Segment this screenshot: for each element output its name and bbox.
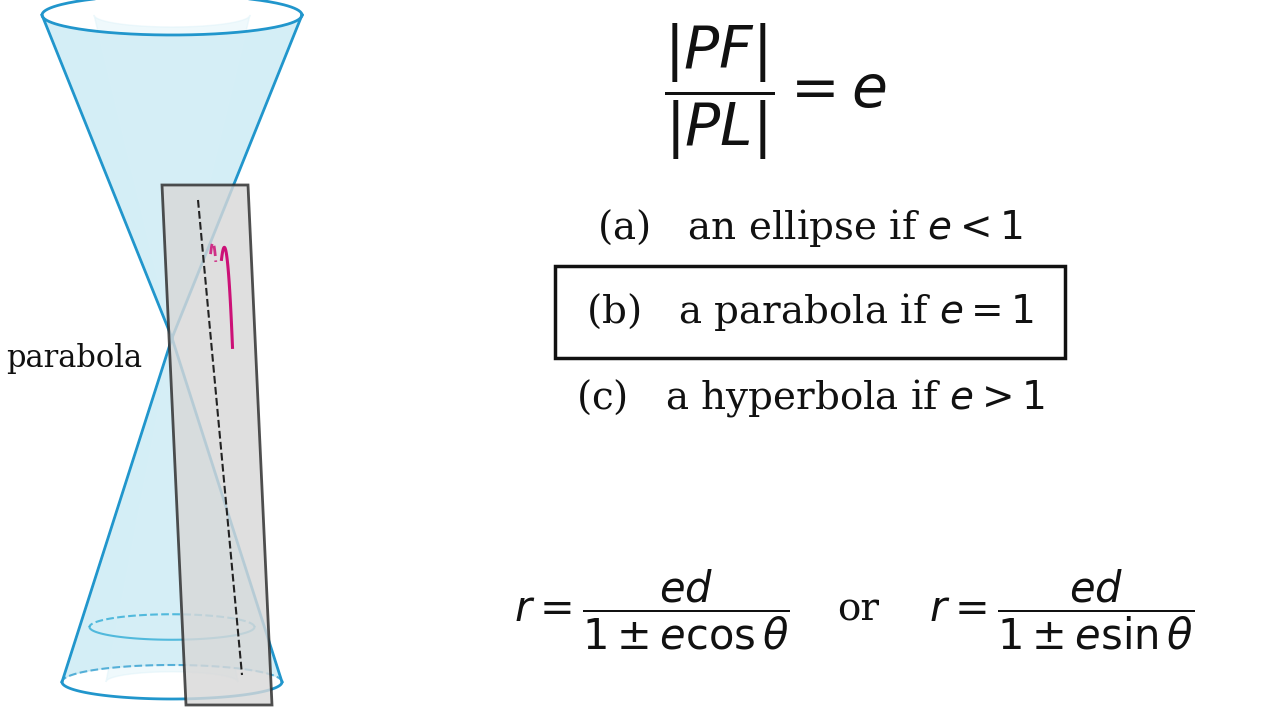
- Text: (b)   a parabola if $e = 1$: (b) a parabola if $e = 1$: [586, 291, 1034, 333]
- Text: (a)   an ellipse if $e < 1$: (a) an ellipse if $e < 1$: [598, 207, 1023, 249]
- Text: or: or: [837, 592, 879, 629]
- Text: (c)   a hyperbola if $e > 1$: (c) a hyperbola if $e > 1$: [576, 377, 1044, 419]
- Polygon shape: [106, 338, 238, 682]
- Polygon shape: [93, 15, 250, 338]
- Polygon shape: [42, 15, 302, 338]
- Polygon shape: [163, 185, 273, 705]
- Text: parabola: parabola: [6, 343, 142, 374]
- Polygon shape: [61, 338, 282, 682]
- Bar: [556, 266, 1065, 358]
- Text: $r = \dfrac{ed}{1 \pm e \sin\theta}$: $r = \dfrac{ed}{1 \pm e \sin\theta}$: [929, 568, 1194, 652]
- Text: $r = \dfrac{ed}{1 \pm e \cos\theta}$: $r = \dfrac{ed}{1 \pm e \cos\theta}$: [515, 568, 790, 652]
- Text: $\dfrac{|PF|}{|PL|} = e$: $\dfrac{|PF|}{|PL|} = e$: [664, 22, 886, 162]
